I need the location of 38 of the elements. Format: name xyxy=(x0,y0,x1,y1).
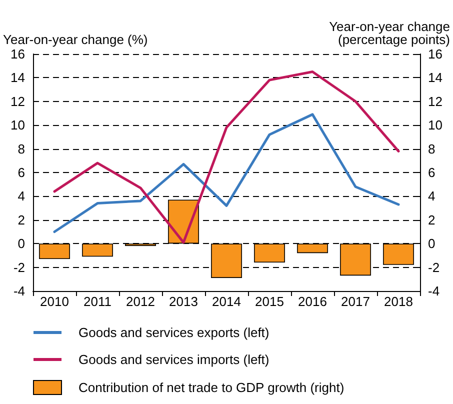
y2-tick-label: 12 xyxy=(428,94,442,109)
line-series xyxy=(53,70,400,244)
legend-label: Goods and services imports (left) xyxy=(78,352,270,367)
x-tick-label: 2014 xyxy=(212,294,241,309)
x-tick-label: 2011 xyxy=(84,294,112,309)
y2-tick-label: 2 xyxy=(428,212,436,228)
x-tick-label: 2016 xyxy=(298,294,327,309)
y-tick-label: 0 xyxy=(18,236,25,252)
y-tick-label: -4 xyxy=(13,284,25,298)
y-tick-label: 4 xyxy=(18,188,25,204)
y-tick-label: 6 xyxy=(18,165,25,180)
y-tick-label: -2 xyxy=(13,260,25,275)
y-tick-label: 8 xyxy=(18,141,25,156)
y2-tick-label: 16 xyxy=(428,46,442,62)
legend-label: Contribution of net trade to GDP growth (right) xyxy=(78,380,344,395)
y-tick-label: 16 xyxy=(10,46,25,62)
line-series xyxy=(53,113,400,233)
y2-tick-label: 6 xyxy=(428,165,436,180)
y2-tick-label: -2 xyxy=(428,260,440,275)
y2-tick-label: 0 xyxy=(428,236,436,252)
y2-tick-label: 8 xyxy=(428,141,436,156)
y2-tick-label: 10 xyxy=(428,118,442,133)
y2-axis-title: Year-on-year change (percentage points) xyxy=(329,19,450,47)
y-tick-label: 12 xyxy=(10,94,25,109)
x-tick-label: 2018 xyxy=(384,294,413,309)
y-tick-label: 2 xyxy=(18,212,25,228)
x-tick-label: 2013 xyxy=(169,294,198,309)
y2-tick-label: 4 xyxy=(428,188,436,204)
x-tick-label: 2017 xyxy=(341,294,370,309)
y2-tick-label: 14 xyxy=(428,70,442,86)
y-tick-label: 10 xyxy=(10,118,25,133)
legend-label: Goods and services exports (left) xyxy=(78,325,270,340)
y-tick-label: 14 xyxy=(10,70,25,86)
x-tick-label: 2012 xyxy=(126,294,155,309)
x-tick-label: 2010 xyxy=(40,294,69,309)
y2-tick-label: -4 xyxy=(428,284,440,298)
x-tick-label: 2015 xyxy=(255,294,284,309)
y-axis-title: Year-on-year change (%) xyxy=(3,32,148,47)
